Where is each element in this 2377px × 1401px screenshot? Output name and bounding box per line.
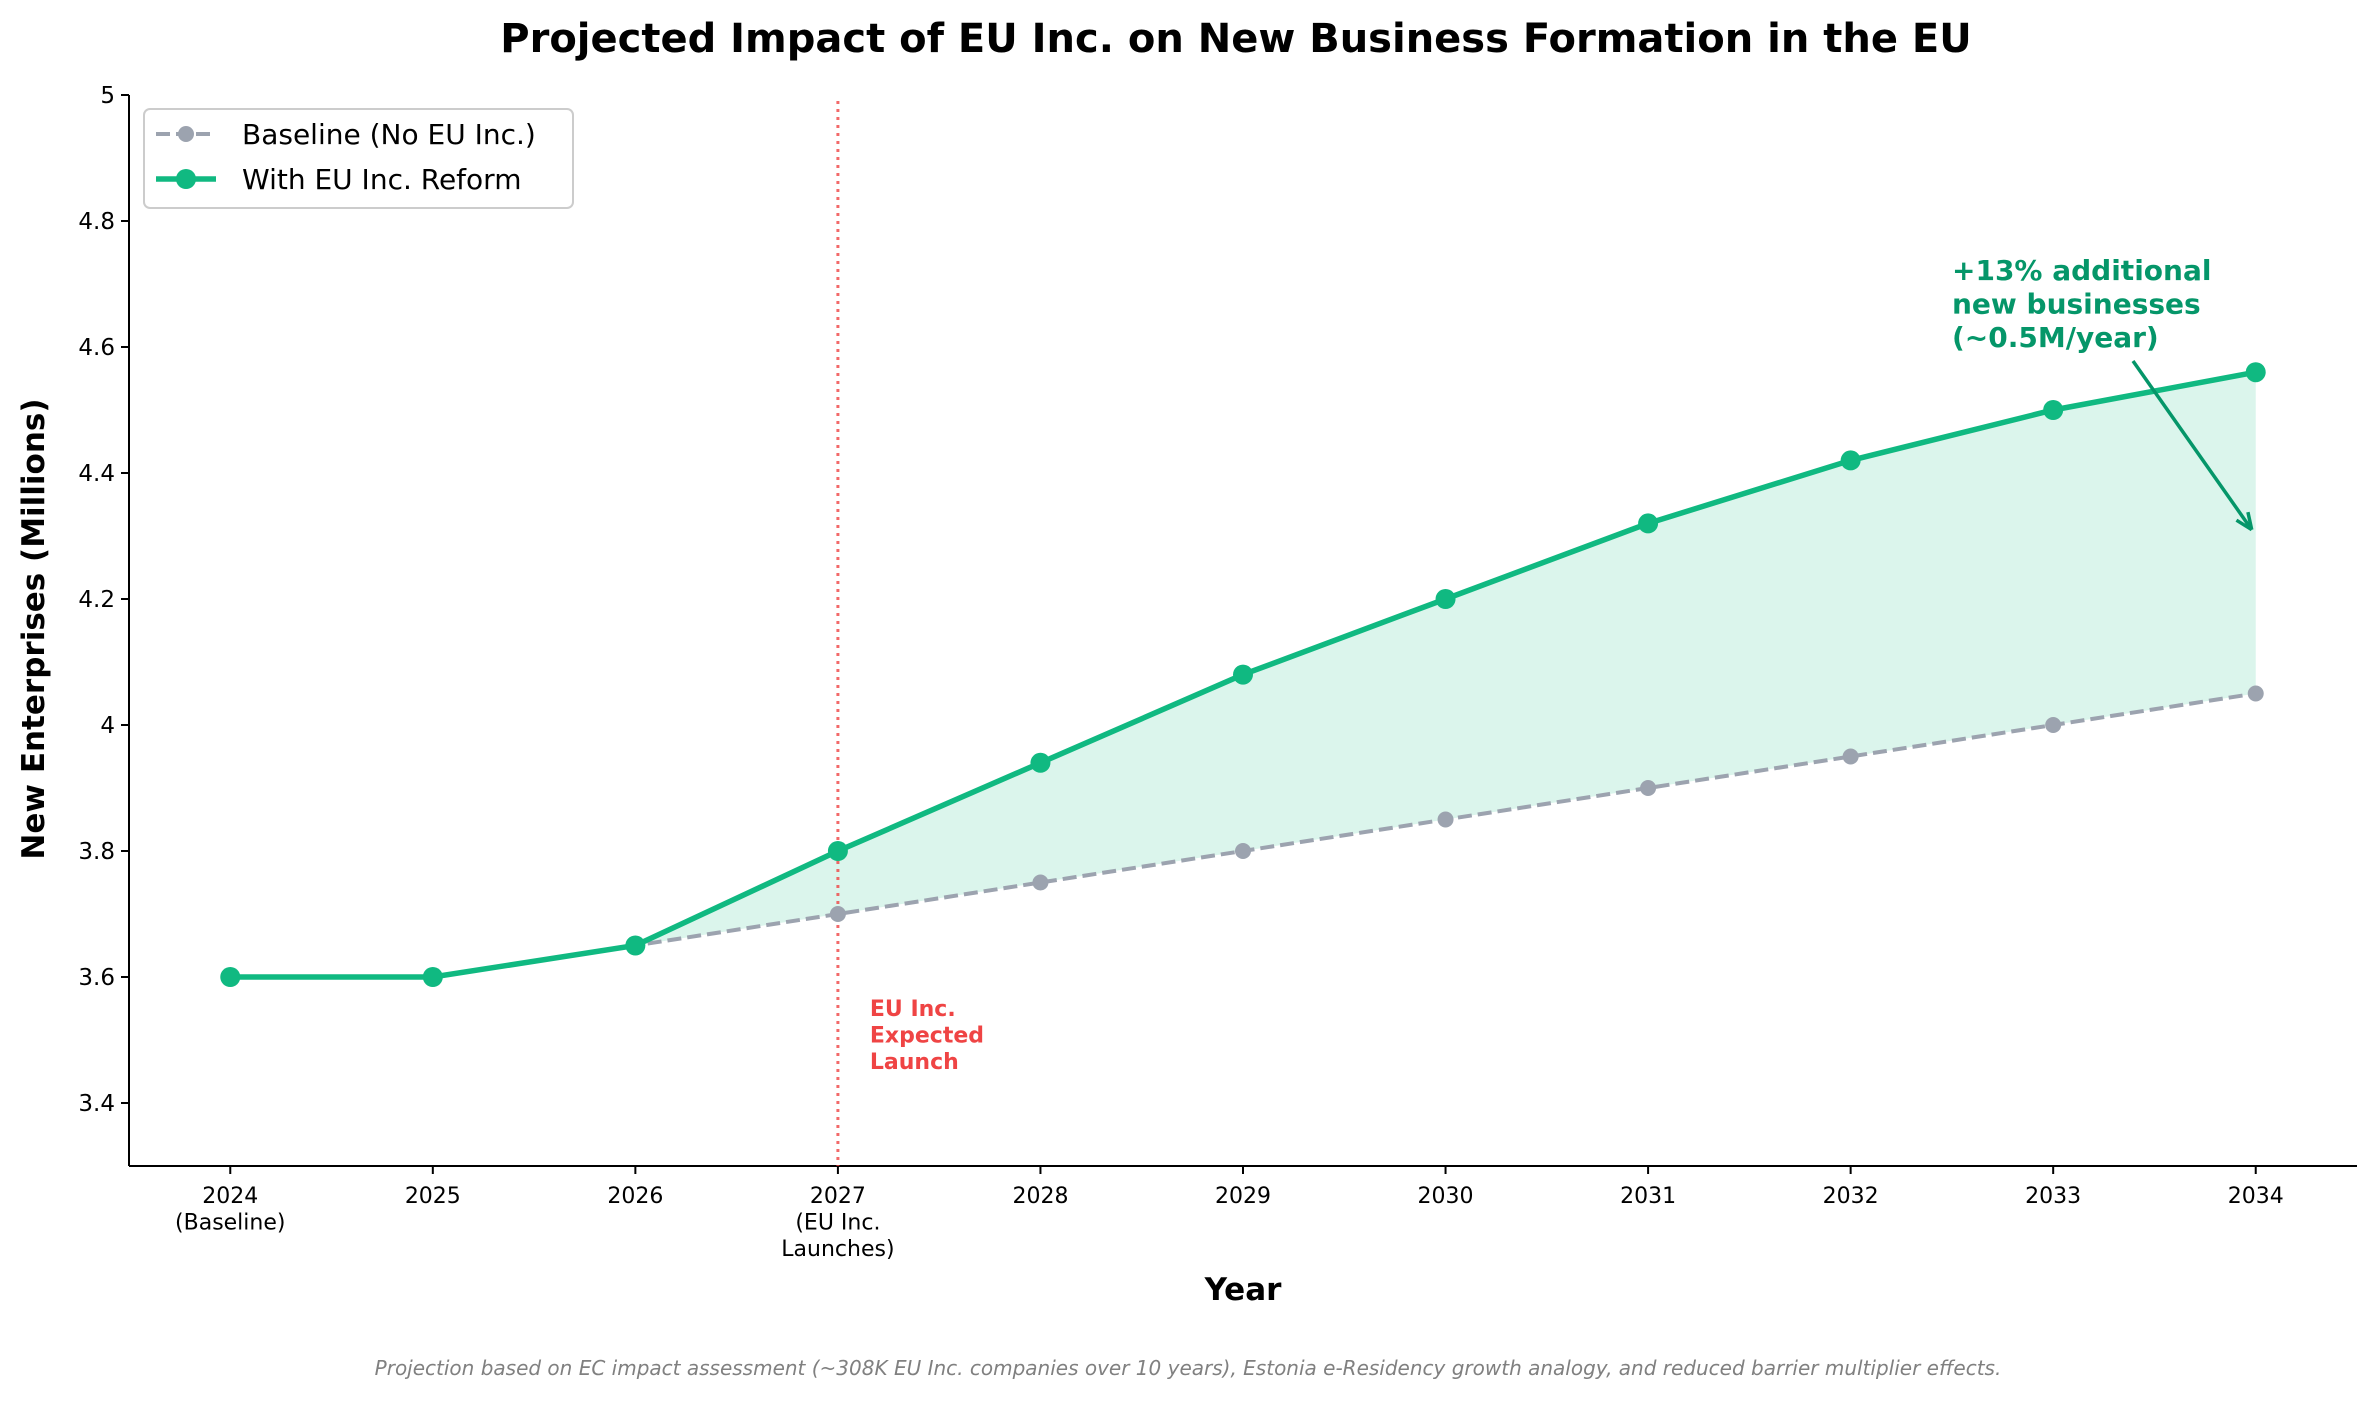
series-marker: [829, 906, 846, 922]
series-marker: [2247, 685, 2264, 702]
x-tick-label: 2029: [1215, 1184, 1271, 1209]
y-tick-label: 4: [100, 713, 115, 739]
x-tick-label: 2026: [607, 1184, 663, 1209]
legend: Baseline (No EU Inc.) With EU Inc. Reform: [143, 108, 574, 209]
x-tick-label: 2027 (EU Inc. Launches): [781, 1184, 894, 1262]
series-marker: [1638, 513, 1659, 534]
launch-label: EU Inc. Expected Launch: [870, 997, 984, 1075]
series-marker: [1437, 811, 1454, 828]
legend-label: With EU Inc. Reform: [242, 163, 521, 196]
x-tick-label: 2028: [1012, 1184, 1068, 1209]
series-marker: [1235, 843, 1251, 859]
series-marker: [827, 841, 848, 861]
y-axis-label: New Enterprises (Millions): [16, 398, 52, 859]
series-marker: [1435, 589, 1456, 609]
fill-between-area: [635, 372, 2256, 946]
y-tick-label: 4.2: [78, 587, 115, 613]
y-tick-label: 3.8: [78, 839, 115, 865]
chart-title: Projected Impact of EU Inc. on New Busin…: [500, 16, 1971, 62]
series-marker: [1032, 874, 1049, 891]
annotation-arrowhead: [2235, 511, 2254, 532]
series-marker: [2245, 362, 2266, 383]
legend-marker: [178, 126, 194, 142]
x-tick-label: 2032: [1823, 1184, 1879, 1209]
legend-label: Baseline (No EU Inc.): [242, 118, 536, 151]
y-tick-label: 3.4: [78, 1091, 115, 1117]
series-marker: [625, 935, 646, 956]
series-marker: [1842, 748, 1859, 765]
series-marker: [2043, 400, 2064, 420]
x-tick-label: 2031: [1620, 1184, 1676, 1209]
x-tick-label: 2025: [405, 1184, 461, 1209]
footnote: Projection based on EC impact assessment…: [375, 1356, 2002, 1380]
series-marker: [422, 967, 443, 987]
x-tick-label: 2033: [2025, 1184, 2081, 1209]
legend-box: [143, 108, 574, 209]
series-marker: [1233, 664, 1253, 685]
x-tick-label: 2024 (Baseline): [175, 1184, 285, 1235]
series-marker: [2045, 717, 2062, 733]
annotation-arrow: [2131, 359, 2254, 531]
y-tick-label: 4.6: [78, 335, 115, 361]
y-tick-label: 3.6: [78, 965, 115, 991]
y-tick-label: 5: [100, 83, 115, 109]
series-marker: [1840, 450, 1861, 471]
series-marker: [1030, 752, 1051, 773]
x-tick-label: 2030: [1418, 1184, 1474, 1209]
x-tick-label: 2034: [2228, 1184, 2284, 1209]
series-marker: [220, 967, 241, 987]
series-marker: [1640, 780, 1657, 796]
y-tick-label: 4.8: [78, 209, 115, 235]
y-tick-label: 4.4: [78, 461, 115, 487]
annotation-text: +13% additional new businesses (~0.5M/year…: [1952, 254, 2211, 354]
x-axis-label: Year: [1204, 1272, 1283, 1308]
legend-marker: [176, 169, 196, 189]
